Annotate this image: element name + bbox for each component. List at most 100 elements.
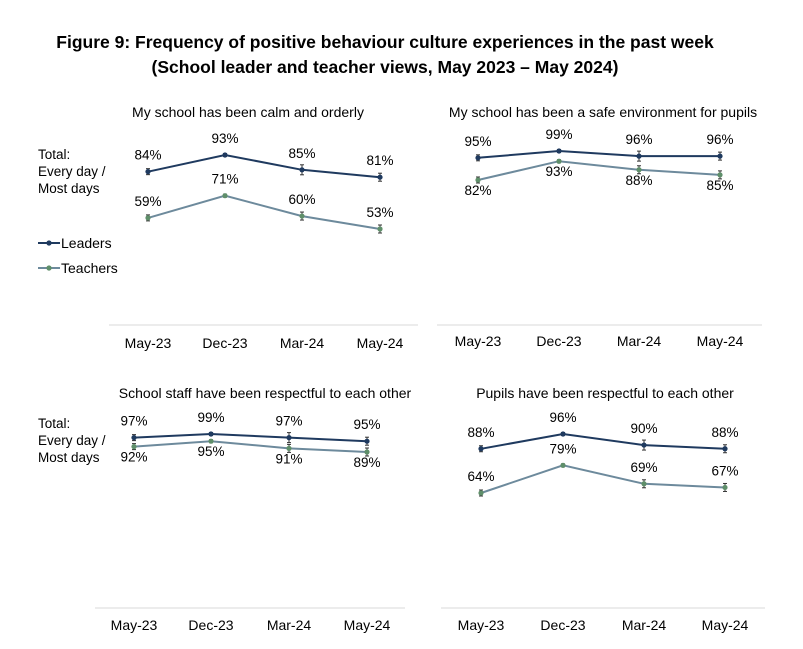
data-point bbox=[208, 431, 214, 437]
panel-title: Pupils have been respectful to each othe… bbox=[476, 385, 734, 401]
side-label-bottom: Total: Every day / Most days bbox=[38, 416, 106, 465]
data-point bbox=[208, 438, 214, 444]
data-label: 99% bbox=[545, 127, 572, 142]
x-tick-label: Mar-24 bbox=[267, 617, 312, 633]
data-point bbox=[475, 177, 481, 183]
data-label: 89% bbox=[353, 455, 380, 470]
chart-panel-4: Pupils have been respectful to each othe… bbox=[441, 385, 765, 633]
x-tick-label: Dec-23 bbox=[536, 333, 581, 349]
data-label: 88% bbox=[711, 425, 738, 440]
side-label-line: Every day / bbox=[38, 164, 106, 179]
data-point bbox=[377, 226, 383, 232]
data-point bbox=[475, 155, 481, 161]
data-point bbox=[722, 446, 728, 452]
series-line bbox=[480, 432, 726, 450]
data-label: 95% bbox=[353, 417, 380, 432]
data-point bbox=[641, 442, 647, 448]
data-label: 99% bbox=[197, 410, 224, 425]
series-teachers: 64% 79% 69% 67% bbox=[467, 441, 739, 497]
x-tick-label: May-24 bbox=[344, 617, 391, 633]
legend-item-teachers: Teachers bbox=[38, 260, 118, 276]
data-label: 53% bbox=[366, 205, 393, 220]
data-point bbox=[131, 444, 137, 450]
data-label: 69% bbox=[630, 460, 657, 475]
data-label: 71% bbox=[211, 172, 238, 187]
data-label: 84% bbox=[134, 148, 161, 163]
data-point bbox=[377, 174, 383, 180]
data-label: 97% bbox=[120, 414, 147, 429]
data-label: 59% bbox=[134, 194, 161, 209]
legend-item-leaders: Leaders bbox=[38, 235, 112, 251]
series-line bbox=[133, 432, 368, 443]
data-label: 85% bbox=[288, 146, 315, 161]
series-leaders: 88% 96% 90% 88% bbox=[467, 410, 739, 454]
panel-title: My school has been calm and orderly bbox=[132, 104, 364, 120]
series-line bbox=[147, 153, 381, 179]
series-teachers: 59% 71% 60% 53% bbox=[134, 172, 394, 234]
x-tick-label: Mar-24 bbox=[622, 617, 667, 633]
data-label: 91% bbox=[275, 451, 302, 466]
panel-title: My school has been a safe environment fo… bbox=[449, 104, 757, 120]
data-label: 93% bbox=[545, 164, 572, 179]
chart-panel-2: My school has been a safe environment fo… bbox=[437, 104, 762, 349]
data-label: 67% bbox=[711, 464, 738, 479]
data-point bbox=[145, 215, 151, 221]
data-label: 79% bbox=[549, 441, 576, 456]
data-point bbox=[560, 431, 566, 437]
series-line bbox=[480, 464, 726, 494]
data-point bbox=[299, 213, 305, 219]
data-point bbox=[286, 445, 292, 451]
x-tick-label: Mar-24 bbox=[280, 335, 325, 351]
data-point bbox=[286, 435, 292, 441]
panel-title: School staff have been respectful to eac… bbox=[119, 385, 412, 401]
side-label-top: Total: Every day / Most days bbox=[38, 147, 106, 196]
data-label: 95% bbox=[197, 444, 224, 459]
data-label: 96% bbox=[625, 132, 652, 147]
data-label: 92% bbox=[120, 450, 147, 465]
series-leaders: 84% 93% 85% 81% bbox=[134, 131, 394, 182]
series-leaders: 95% 99% 96% 96% bbox=[464, 127, 734, 162]
series-line bbox=[477, 160, 721, 181]
side-label-line: Total: bbox=[38, 416, 70, 431]
figure-title-line-1: Figure 9: Frequency of positive behaviou… bbox=[56, 32, 714, 52]
x-tick-label: Dec-23 bbox=[188, 617, 233, 633]
data-point bbox=[636, 153, 642, 159]
x-tick-label: May-23 bbox=[111, 617, 158, 633]
data-point bbox=[131, 435, 137, 441]
legend-swatch-marker bbox=[46, 265, 52, 271]
chart-panel-1: My school has been calm and orderly May-2… bbox=[109, 104, 418, 351]
x-tick-label: Dec-23 bbox=[202, 335, 247, 351]
x-tick-label: May-23 bbox=[125, 335, 172, 351]
side-label-line: Most days bbox=[38, 181, 100, 196]
data-point bbox=[636, 167, 642, 173]
x-tick-label: Dec-23 bbox=[540, 617, 585, 633]
data-label: 93% bbox=[211, 131, 238, 146]
data-point bbox=[556, 158, 562, 164]
data-point bbox=[222, 193, 228, 199]
data-point bbox=[722, 484, 728, 491]
data-label: 90% bbox=[630, 421, 657, 436]
data-point bbox=[717, 153, 723, 159]
data-label: 96% bbox=[549, 410, 576, 425]
data-point bbox=[222, 152, 228, 158]
data-label: 97% bbox=[275, 414, 302, 429]
data-label: 64% bbox=[467, 469, 494, 484]
series-line bbox=[147, 194, 381, 230]
data-label: 95% bbox=[464, 134, 491, 149]
side-label-line: Every day / bbox=[38, 433, 106, 448]
data-point bbox=[641, 481, 647, 487]
data-point bbox=[145, 169, 151, 175]
x-tick-label: May-24 bbox=[702, 617, 749, 633]
data-label: 81% bbox=[366, 153, 393, 168]
data-label: 88% bbox=[625, 173, 652, 188]
data-point bbox=[556, 148, 562, 154]
figure-title-line-2: (School leader and teacher views, May 20… bbox=[151, 57, 619, 77]
data-label: 96% bbox=[706, 132, 733, 147]
legend-label: Leaders bbox=[61, 235, 112, 251]
data-label: 60% bbox=[288, 192, 315, 207]
chart-panel-3: School staff have been respectful to eac… bbox=[95, 385, 412, 633]
x-tick-label: May-23 bbox=[458, 617, 505, 633]
data-point bbox=[364, 438, 370, 444]
legend-swatch-marker bbox=[46, 240, 52, 246]
